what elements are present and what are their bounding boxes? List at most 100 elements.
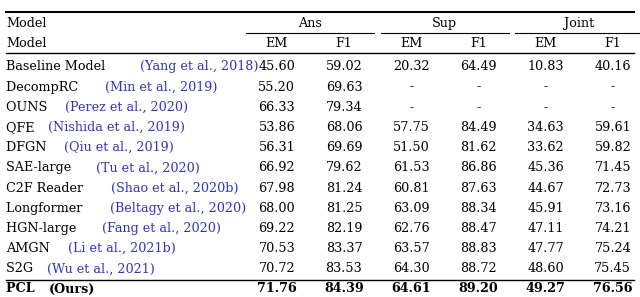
Text: 57.75: 57.75 xyxy=(393,121,429,134)
Text: 86.86: 86.86 xyxy=(460,161,497,174)
Text: 20.32: 20.32 xyxy=(393,60,429,73)
Text: -: - xyxy=(611,101,615,114)
Text: 64.49: 64.49 xyxy=(460,60,497,73)
Text: C2F Reader: C2F Reader xyxy=(6,181,88,195)
Text: Model: Model xyxy=(6,17,47,30)
Text: 89.20: 89.20 xyxy=(458,282,499,296)
Text: 88.72: 88.72 xyxy=(460,262,497,275)
Text: (Min et al., 2019): (Min et al., 2019) xyxy=(104,80,217,94)
Text: 44.67: 44.67 xyxy=(527,181,564,195)
Text: -: - xyxy=(476,80,481,94)
Text: -: - xyxy=(543,80,548,94)
Text: 61.53: 61.53 xyxy=(393,161,429,174)
Text: OUNS: OUNS xyxy=(6,101,52,114)
Text: 49.27: 49.27 xyxy=(525,282,566,296)
Text: 66.33: 66.33 xyxy=(259,101,295,114)
Text: 84.49: 84.49 xyxy=(460,121,497,134)
Text: 68.06: 68.06 xyxy=(326,121,362,134)
Text: QFE: QFE xyxy=(6,121,39,134)
Text: 60.81: 60.81 xyxy=(393,181,429,195)
Text: (Fang et al., 2020): (Fang et al., 2020) xyxy=(102,222,221,235)
Text: 82.19: 82.19 xyxy=(326,222,362,235)
Text: 73.16: 73.16 xyxy=(595,202,631,215)
Text: 68.00: 68.00 xyxy=(259,202,295,215)
Text: (Li et al., 2021b): (Li et al., 2021b) xyxy=(68,242,176,255)
Text: 81.25: 81.25 xyxy=(326,202,362,215)
Text: 48.60: 48.60 xyxy=(527,262,564,275)
Text: F1: F1 xyxy=(470,37,487,50)
Text: 10.83: 10.83 xyxy=(527,60,564,73)
Text: -: - xyxy=(543,101,548,114)
Text: 59.02: 59.02 xyxy=(326,60,362,73)
Text: (Wu et al., 2021): (Wu et al., 2021) xyxy=(47,262,154,275)
Text: 67.98: 67.98 xyxy=(259,181,295,195)
Text: 84.39: 84.39 xyxy=(324,282,364,296)
Text: (Tu et al., 2020): (Tu et al., 2020) xyxy=(96,161,200,174)
Text: DFGN: DFGN xyxy=(6,141,51,154)
Text: 63.09: 63.09 xyxy=(393,202,429,215)
Text: Longformer: Longformer xyxy=(6,202,87,215)
Text: 83.53: 83.53 xyxy=(326,262,362,275)
Text: 81.24: 81.24 xyxy=(326,181,362,195)
Text: F1: F1 xyxy=(335,37,353,50)
Text: 87.63: 87.63 xyxy=(460,181,497,195)
Text: (Ours): (Ours) xyxy=(49,282,95,296)
Text: (Beltagy et al., 2020): (Beltagy et al., 2020) xyxy=(110,202,246,215)
Text: -: - xyxy=(476,101,481,114)
Text: 75.24: 75.24 xyxy=(595,242,631,255)
Text: Sup: Sup xyxy=(432,17,458,30)
Text: 79.62: 79.62 xyxy=(326,161,362,174)
Text: 47.11: 47.11 xyxy=(527,222,564,235)
Text: 72.73: 72.73 xyxy=(595,181,631,195)
Text: 83.37: 83.37 xyxy=(326,242,362,255)
Text: 34.63: 34.63 xyxy=(527,121,564,134)
Text: 79.34: 79.34 xyxy=(326,101,362,114)
Text: EM: EM xyxy=(400,37,422,50)
Text: 33.62: 33.62 xyxy=(527,141,564,154)
Text: 45.91: 45.91 xyxy=(527,202,564,215)
Text: 71.76: 71.76 xyxy=(257,282,297,296)
Text: 71.45: 71.45 xyxy=(595,161,631,174)
Text: AMGN: AMGN xyxy=(6,242,54,255)
Text: -: - xyxy=(409,101,413,114)
Text: 69.69: 69.69 xyxy=(326,141,362,154)
Text: (Qiu et al., 2019): (Qiu et al., 2019) xyxy=(64,141,173,154)
Text: F1: F1 xyxy=(604,37,621,50)
Text: 51.50: 51.50 xyxy=(393,141,429,154)
Text: (Nishida et al., 2019): (Nishida et al., 2019) xyxy=(49,121,186,134)
Text: Model: Model xyxy=(6,37,47,50)
Text: 76.56: 76.56 xyxy=(593,282,632,296)
Text: 64.30: 64.30 xyxy=(393,262,429,275)
Text: 88.34: 88.34 xyxy=(460,202,497,215)
Text: 88.83: 88.83 xyxy=(460,242,497,255)
Text: 64.61: 64.61 xyxy=(392,282,431,296)
Text: DecompRC: DecompRC xyxy=(6,80,83,94)
Text: 55.20: 55.20 xyxy=(259,80,295,94)
Text: 59.61: 59.61 xyxy=(595,121,631,134)
Text: 47.77: 47.77 xyxy=(527,242,564,255)
Text: 70.72: 70.72 xyxy=(259,262,295,275)
Text: Baseline Model: Baseline Model xyxy=(6,60,109,73)
Text: 74.21: 74.21 xyxy=(595,222,631,235)
Text: 70.53: 70.53 xyxy=(259,242,295,255)
Text: -: - xyxy=(611,80,615,94)
Text: (Yang et al., 2018): (Yang et al., 2018) xyxy=(140,60,258,73)
Text: 69.22: 69.22 xyxy=(259,222,295,235)
Text: Ans: Ans xyxy=(298,17,323,30)
Text: 56.31: 56.31 xyxy=(259,141,295,154)
Text: 62.76: 62.76 xyxy=(393,222,429,235)
Text: EM: EM xyxy=(534,37,557,50)
Text: 69.63: 69.63 xyxy=(326,80,362,94)
Text: 53.86: 53.86 xyxy=(259,121,295,134)
Text: 81.62: 81.62 xyxy=(460,141,497,154)
Text: 45.60: 45.60 xyxy=(259,60,295,73)
Text: -: - xyxy=(409,80,413,94)
Text: (Perez et al., 2020): (Perez et al., 2020) xyxy=(65,101,188,114)
Text: S2G: S2G xyxy=(6,262,38,275)
Text: HGN-large: HGN-large xyxy=(6,222,81,235)
Text: 40.16: 40.16 xyxy=(595,60,631,73)
Text: 59.82: 59.82 xyxy=(595,141,631,154)
Text: 88.47: 88.47 xyxy=(460,222,497,235)
Text: SAE-large: SAE-large xyxy=(6,161,76,174)
Text: 75.45: 75.45 xyxy=(595,262,631,275)
